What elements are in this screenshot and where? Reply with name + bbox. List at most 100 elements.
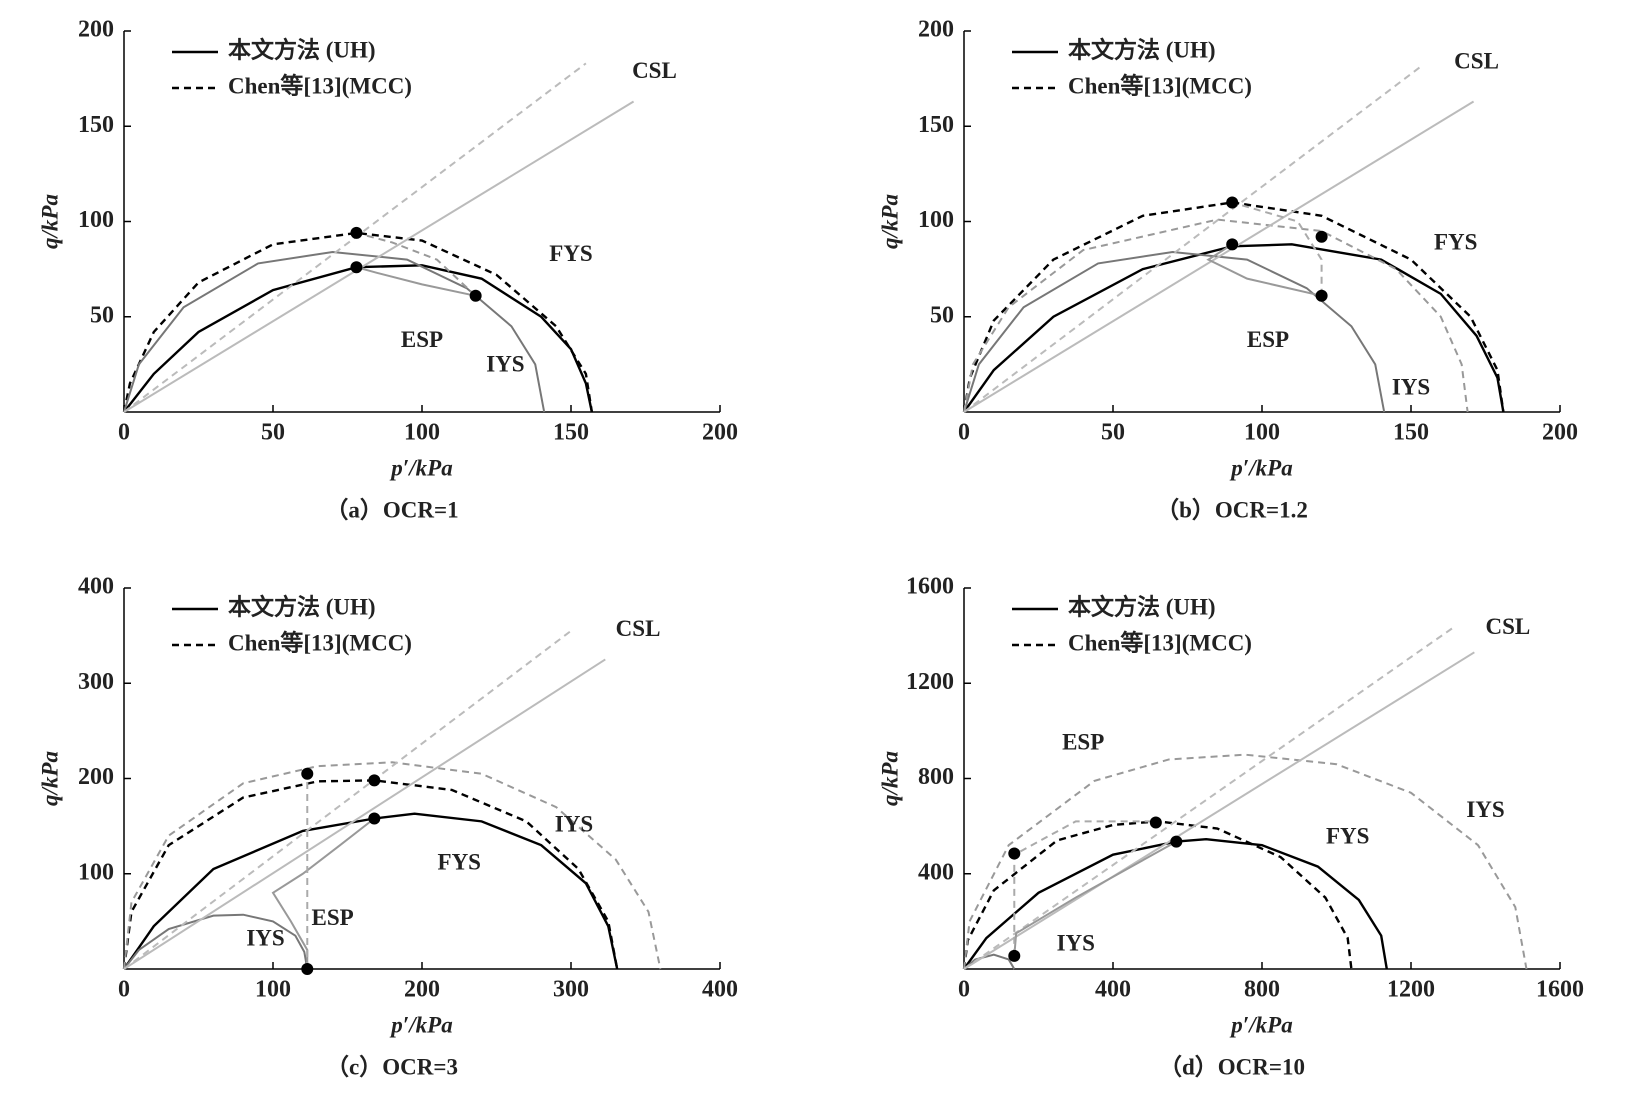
x-tick-label: 0 xyxy=(958,420,970,446)
marker xyxy=(350,226,363,239)
curve xyxy=(123,761,662,970)
marker xyxy=(1170,835,1183,848)
legend-label: 本文方法 (UH) xyxy=(1068,36,1216,62)
panel: 0 100 200 300 400 100 200 300 400 p′/kPa q/kPa （c）O… xyxy=(37,574,738,1080)
annotation: FYS xyxy=(1326,823,1369,848)
x-axis-label: p′/kPa xyxy=(1229,1012,1292,1037)
panel: 0 50 100 150 200 50 100 150 200 p′/kPa q/kPa （b）OCR… xyxy=(877,17,1578,523)
y-tick-label: 100 xyxy=(78,207,114,233)
curve xyxy=(122,231,594,413)
annotation: FYS xyxy=(549,241,592,266)
caption: （c）OCR=3 xyxy=(326,1053,458,1079)
y-tick-label: 100 xyxy=(918,207,954,233)
caption: （a）OCR=1 xyxy=(325,496,458,522)
caption: （d）OCR=10 xyxy=(1159,1053,1305,1079)
marker xyxy=(1315,289,1328,302)
x-tick-label: 150 xyxy=(553,420,589,446)
curve xyxy=(271,817,375,969)
marker xyxy=(301,767,314,780)
curve xyxy=(963,66,1421,413)
curve xyxy=(963,838,1388,970)
y-axis-label: q/kPa xyxy=(877,194,902,249)
x-tick-label: 0 xyxy=(118,420,130,446)
curve xyxy=(962,820,1353,970)
y-tick-label: 200 xyxy=(78,764,114,790)
curve xyxy=(963,753,1528,970)
x-axis-label: p′/kPa xyxy=(389,455,452,480)
x-tick-label: 100 xyxy=(404,420,440,446)
annotation: ESP xyxy=(312,905,354,930)
marker xyxy=(301,963,314,975)
annotation: FYS xyxy=(1434,230,1477,255)
legend-label: 本文方法 (UH) xyxy=(228,593,376,619)
legend-label: Chen等[13](MCC) xyxy=(1068,72,1252,98)
y-tick-label: 400 xyxy=(918,859,954,885)
curve xyxy=(963,953,1016,970)
x-tick-label: 200 xyxy=(1542,420,1578,446)
y-tick-label: 100 xyxy=(78,859,114,885)
annotation: CSL xyxy=(632,58,677,83)
marker xyxy=(1226,196,1239,209)
x-axis-label: p′/kPa xyxy=(1229,455,1292,480)
y-axis-label: q/kPa xyxy=(37,751,62,806)
curve xyxy=(122,779,619,970)
legend-label: Chen等[13](MCC) xyxy=(1068,629,1252,655)
panel: 0 400 800 1200 1600 400 800 1200 1600 p′/kPa q/kPa… xyxy=(877,574,1584,1080)
marker xyxy=(469,289,482,302)
x-tick-label: 50 xyxy=(1101,420,1125,446)
x-tick-label: 200 xyxy=(404,977,440,1003)
curve xyxy=(123,250,546,413)
curve xyxy=(356,266,476,297)
curve xyxy=(963,243,1505,413)
x-tick-label: 100 xyxy=(1244,420,1280,446)
marker xyxy=(368,812,381,825)
curve xyxy=(963,250,1386,413)
annotation: ESP xyxy=(1062,729,1104,754)
annotation: ESP xyxy=(1247,327,1289,352)
marker xyxy=(1008,847,1021,860)
x-tick-label: 100 xyxy=(255,977,291,1003)
y-tick-label: 200 xyxy=(78,17,114,43)
annotation: IYS xyxy=(1057,930,1095,955)
curve xyxy=(123,100,635,413)
x-tick-label: 0 xyxy=(118,977,130,1003)
caption: （b）OCR=1.2 xyxy=(1156,496,1308,522)
annotation: CSL xyxy=(616,616,661,641)
curve xyxy=(123,630,572,970)
x-tick-label: 150 xyxy=(1393,420,1429,446)
curve xyxy=(1206,243,1322,297)
annotation: FYS xyxy=(438,850,481,875)
curve xyxy=(963,651,1475,970)
x-tick-label: 50 xyxy=(261,420,285,446)
y-tick-label: 1200 xyxy=(906,669,954,695)
x-tick-label: 1200 xyxy=(1387,977,1435,1003)
curve xyxy=(1013,820,1158,956)
y-tick-label: 50 xyxy=(90,302,114,328)
y-tick-label: 50 xyxy=(930,302,954,328)
marker xyxy=(1315,230,1328,243)
x-tick-label: 0 xyxy=(958,977,970,1003)
marker xyxy=(1008,949,1021,962)
legend-label: 本文方法 (UH) xyxy=(228,36,376,62)
y-tick-label: 300 xyxy=(78,669,114,695)
y-axis-label: q/kPa xyxy=(37,194,62,249)
curve xyxy=(123,264,594,413)
x-tick-label: 800 xyxy=(1244,977,1280,1003)
annotation: IYS xyxy=(246,926,284,951)
marker xyxy=(1149,816,1162,829)
x-tick-label: 300 xyxy=(553,977,589,1003)
curve xyxy=(1013,840,1177,956)
y-tick-label: 150 xyxy=(78,112,114,138)
annotation: CSL xyxy=(1485,614,1530,639)
marker xyxy=(350,261,363,274)
annotation: IYS xyxy=(555,811,593,836)
x-tick-label: 400 xyxy=(1095,977,1131,1003)
legend-label: 本文方法 (UH) xyxy=(1068,593,1216,619)
annotation: ESP xyxy=(401,327,443,352)
y-axis-label: q/kPa xyxy=(877,751,902,806)
x-tick-label: 1600 xyxy=(1536,977,1584,1003)
y-tick-label: 150 xyxy=(918,112,954,138)
curve xyxy=(963,100,1475,413)
legend-label: Chen等[13](MCC) xyxy=(228,629,412,655)
